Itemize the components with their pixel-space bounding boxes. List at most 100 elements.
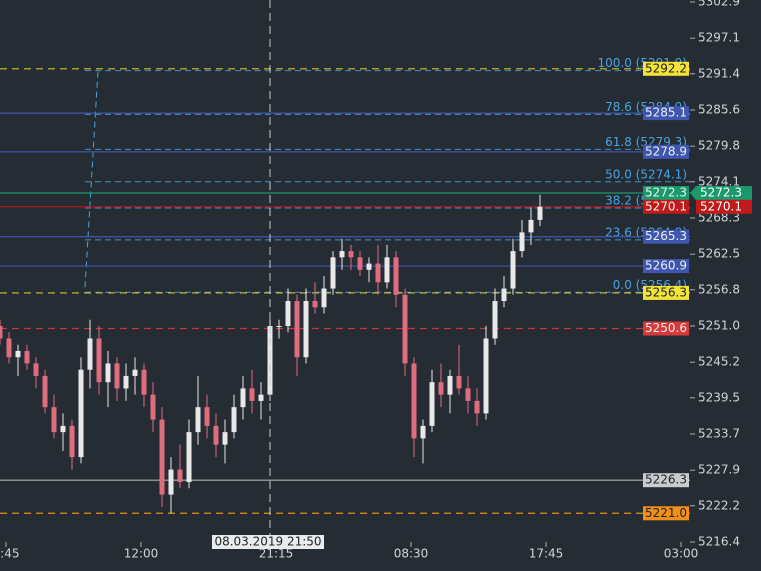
candle-body — [312, 301, 318, 308]
level-label: 5292.2 — [645, 61, 687, 75]
candle-body — [285, 301, 291, 326]
y-tick-label: 5233.7 — [698, 427, 740, 441]
price-tag-label: 5272.3 — [700, 186, 742, 200]
fib-trend — [84, 70, 99, 288]
candle-body — [15, 350, 21, 358]
y-tick-label: 5216.4 — [698, 535, 740, 549]
candle-body — [492, 301, 498, 339]
candle-body — [294, 301, 300, 358]
candle-body — [528, 219, 534, 233]
candle-body — [393, 257, 399, 295]
candle-body — [78, 369, 84, 458]
candle-body — [240, 388, 246, 408]
x-tick-label: 12:00 — [124, 547, 159, 561]
level-label: 5272.3 — [645, 186, 687, 200]
candle-body — [249, 388, 255, 401]
candle-body — [321, 288, 327, 308]
candle-body — [33, 363, 39, 376]
candle-body — [177, 469, 183, 483]
y-tick-label: 5302.9 — [698, 0, 740, 9]
candle-body — [168, 469, 174, 495]
level-tag — [643, 285, 689, 300]
y-tick-label: 5268.3 — [698, 211, 740, 225]
candle-body — [447, 375, 453, 395]
candle-body — [6, 338, 12, 358]
candle-body — [339, 251, 345, 258]
y-tick-label: 5285.6 — [698, 103, 740, 117]
crosshair-tag — [212, 535, 324, 549]
candle-body — [537, 206, 543, 220]
candle-body — [510, 251, 516, 289]
candle-body — [60, 425, 66, 433]
y-tick-label: 5297.1 — [698, 31, 740, 45]
candle-body — [366, 263, 372, 270]
candle-body — [465, 388, 471, 401]
candle-body — [384, 257, 390, 283]
candle-body — [204, 407, 210, 426]
candle-body — [231, 407, 237, 433]
candle-body — [375, 263, 381, 283]
price-tag — [696, 199, 752, 214]
candle-body — [429, 382, 435, 426]
price-tag — [696, 186, 752, 201]
level-label: 5285.1 — [645, 106, 687, 120]
level-tag — [643, 259, 689, 274]
x-tick-label: 2:45 — [0, 547, 19, 561]
candle-body — [276, 326, 282, 327]
level-label: 5226.3 — [645, 473, 687, 487]
x-tick-label: 08:30 — [394, 547, 429, 561]
candle-body — [150, 394, 156, 420]
candle-body — [96, 338, 102, 383]
candle-body — [222, 432, 228, 445]
level-tag — [643, 144, 689, 159]
candle-body — [330, 257, 336, 289]
x-tick-label: 21:15 — [259, 547, 294, 561]
candle-body — [303, 301, 309, 358]
candle-body — [132, 369, 138, 376]
candle-body — [501, 288, 507, 302]
y-tick-label: 5222.2 — [698, 498, 740, 512]
level-label: 5250.6 — [645, 321, 687, 335]
level-tag — [643, 506, 689, 521]
level-tag — [643, 186, 689, 201]
candle-body — [123, 375, 129, 389]
candle-body — [141, 369, 147, 395]
candle-body — [24, 350, 30, 364]
level-tag — [643, 61, 689, 76]
level-label: 5265.3 — [645, 229, 687, 243]
price-pointer — [690, 186, 696, 201]
candle-body — [411, 363, 417, 439]
level-label: 5260.9 — [645, 259, 687, 273]
level-tag — [643, 229, 689, 244]
level-tag — [643, 321, 689, 336]
candle-body — [87, 338, 93, 370]
candle-body — [114, 363, 120, 389]
candle-body — [0, 326, 3, 339]
candle-body — [159, 419, 165, 495]
level-tag — [643, 473, 689, 488]
candle-body — [456, 375, 462, 389]
y-tick-label: 5262.5 — [698, 247, 740, 261]
candle-body — [258, 394, 264, 401]
level-label: 5221.0 — [645, 506, 687, 520]
y-tick-label: 5251.0 — [698, 319, 740, 333]
y-tick-label: 5245.2 — [698, 355, 740, 369]
candle-body — [420, 425, 426, 439]
candle-body — [69, 425, 75, 458]
level-label: 5256.3 — [645, 285, 687, 299]
candle-body — [438, 382, 444, 395]
candle-body — [357, 257, 363, 270]
candle-body — [348, 251, 354, 258]
candle-body — [267, 326, 273, 395]
y-tick-label: 5227.9 — [698, 463, 740, 477]
candle-body — [105, 363, 111, 383]
candle-body — [519, 232, 525, 252]
level-tag — [643, 106, 689, 121]
level-label: 5270.1 — [645, 199, 687, 213]
y-tick-label: 5279.8 — [698, 139, 740, 153]
y-tick-label: 5256.8 — [698, 282, 740, 296]
y-tick-label: 5239.5 — [698, 390, 740, 404]
y-tick-label: 5291.4 — [698, 66, 740, 80]
